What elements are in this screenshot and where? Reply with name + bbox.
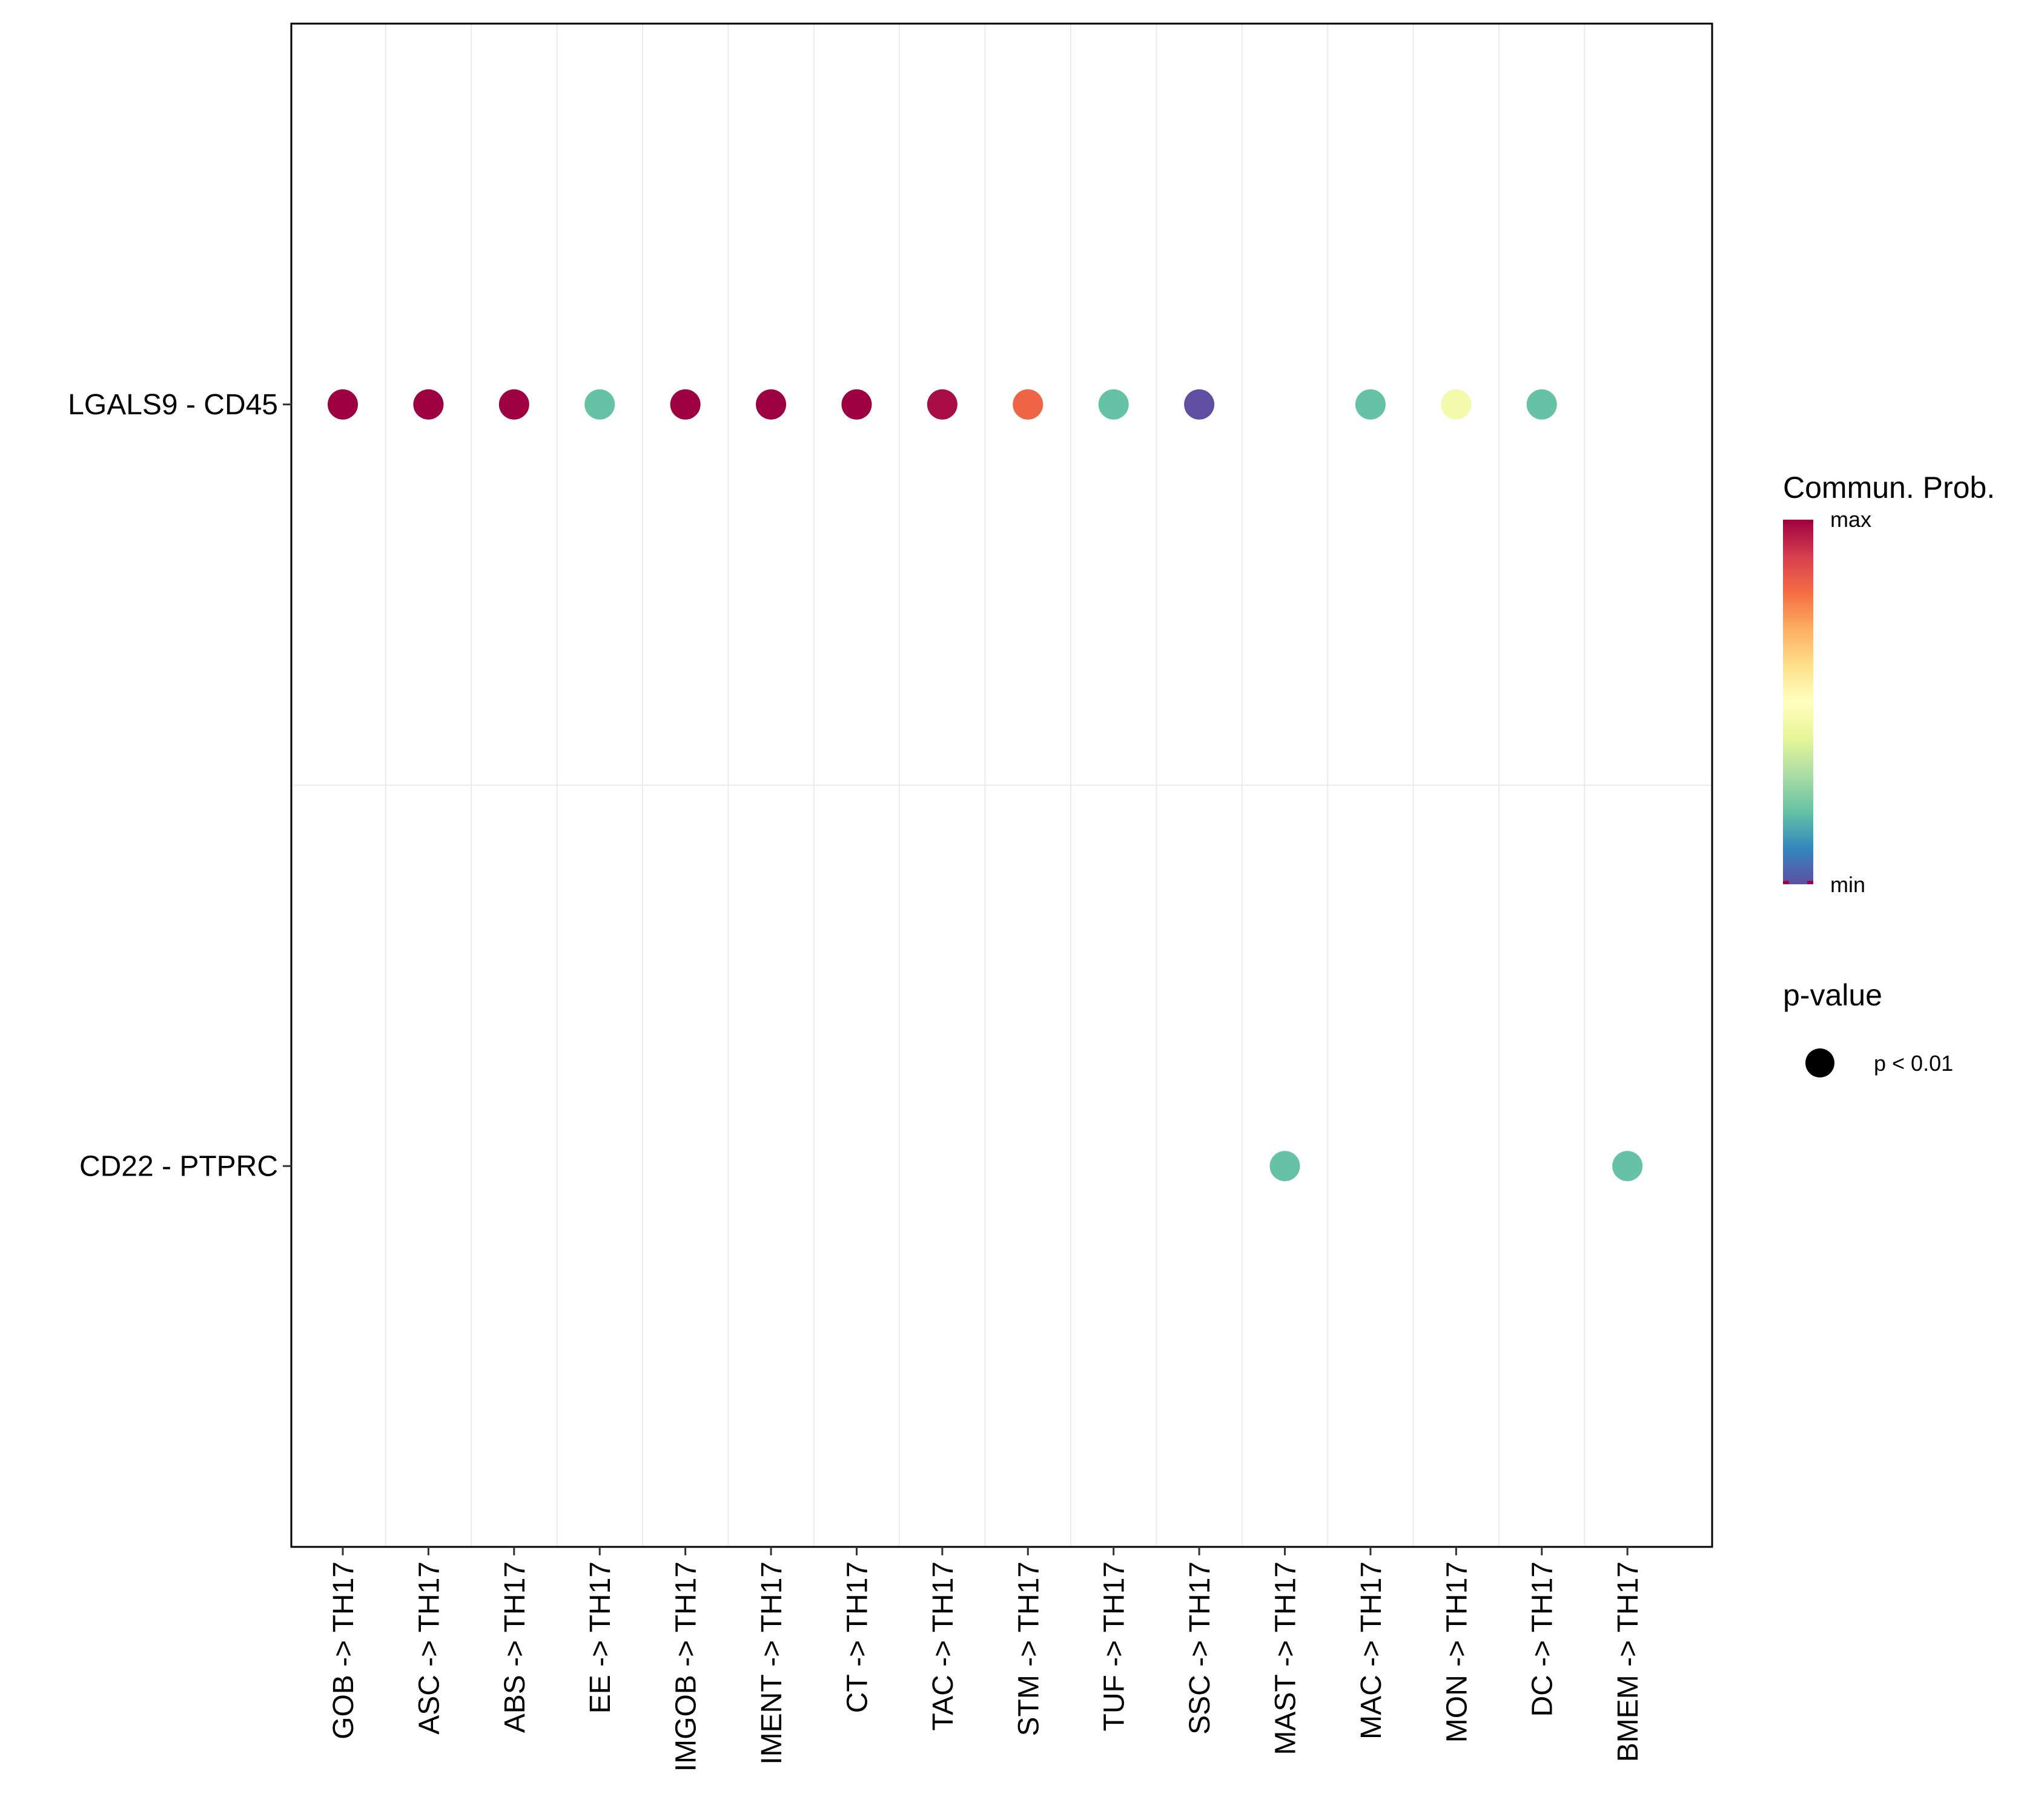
x-label-iment-th17: IMENT -> TH17 (756, 1561, 788, 1765)
dot-lgals9-cd45-stm-th17 (1013, 389, 1043, 420)
dot-lgals9-cd45-ct-th17 (841, 389, 872, 420)
x-label-tac-th17: TAC -> TH17 (927, 1561, 959, 1731)
legend: Commun. Prob. max min p-value p < 0.01 (1783, 471, 1995, 1077)
dot-lgals9-cd45-abs-th17 (498, 389, 529, 420)
dot-lgals9-cd45-ssc-th17 (1184, 389, 1215, 420)
x-label-gob-th17: GOB -> TH17 (328, 1561, 360, 1739)
x-label-abs-th17: ABS -> TH17 (499, 1561, 531, 1733)
x-label-mac-th17: MAC -> TH17 (1355, 1561, 1387, 1739)
dot-lgals9-cd45-tuf-th17 (1098, 389, 1129, 420)
y-label-lgals9-cd45: LGALS9 - CD45 (68, 389, 278, 421)
dot-lgals9-cd45-tac-th17 (927, 389, 958, 420)
x-label-dc-th17: DC -> TH17 (1527, 1561, 1559, 1717)
dot-lgals9-cd45-mon-th17 (1441, 389, 1472, 420)
dot-lgals9-cd45-mac-th17 (1355, 389, 1386, 420)
y-axis: LGALS9 - CD45 CD22 - PTPRC (68, 389, 291, 1182)
x-label-mon-th17: MON -> TH17 (1441, 1561, 1473, 1743)
colorbar-max-label: max (1830, 507, 1871, 532)
y-label-cd22-ptprc: CD22 - PTPRC (79, 1150, 278, 1182)
dot-cd22-ptprc-bmem-th17 (1612, 1151, 1643, 1182)
size-legend-title: p-value (1783, 978, 1882, 1012)
dot-lgals9-cd45-gob-th17 (328, 389, 358, 420)
x-label-bmem-th17: BMEM -> TH17 (1612, 1561, 1644, 1762)
dot-lgals9-cd45-dc-th17 (1526, 389, 1557, 420)
grid-lines (291, 24, 1712, 1547)
color-legend-title: Commun. Prob. (1783, 471, 1995, 505)
dot-lgals9-cd45-iment-th17 (756, 389, 787, 420)
colorbar (1783, 520, 1813, 884)
x-label-stm-th17: STM -> TH17 (1013, 1561, 1045, 1736)
colorbar-min-label: min (1830, 872, 1865, 897)
x-label-mast-th17: MAST -> TH17 (1270, 1561, 1302, 1755)
dot-lgals9-cd45-asc-th17 (413, 389, 444, 420)
size-legend-dot (1805, 1048, 1834, 1077)
size-legend-label: p < 0.01 (1874, 1051, 1953, 1076)
dots (328, 389, 1643, 1182)
panel-border (290, 22, 1713, 1548)
x-label-imgob-th17: IMGOB -> TH17 (670, 1561, 703, 1772)
x-axis: GOB -> TH17 ASC -> TH17 ABS -> TH17 EE -> T… (328, 1547, 1644, 1772)
x-label-asc-th17: ASC -> TH17 (413, 1561, 445, 1735)
x-label-ssc-th17: SSC -> TH17 (1184, 1561, 1216, 1735)
x-label-tuf-th17: TUF -> TH17 (1099, 1561, 1131, 1732)
dot-lgals9-cd45-imgob-th17 (670, 389, 701, 420)
dot-cd22-ptprc-mast-th17 (1269, 1151, 1300, 1182)
x-label-ct-th17: CT -> TH17 (841, 1561, 873, 1713)
dot-lgals9-cd45-ee-th17 (584, 389, 615, 420)
x-label-ee-th17: EE -> TH17 (584, 1561, 617, 1713)
